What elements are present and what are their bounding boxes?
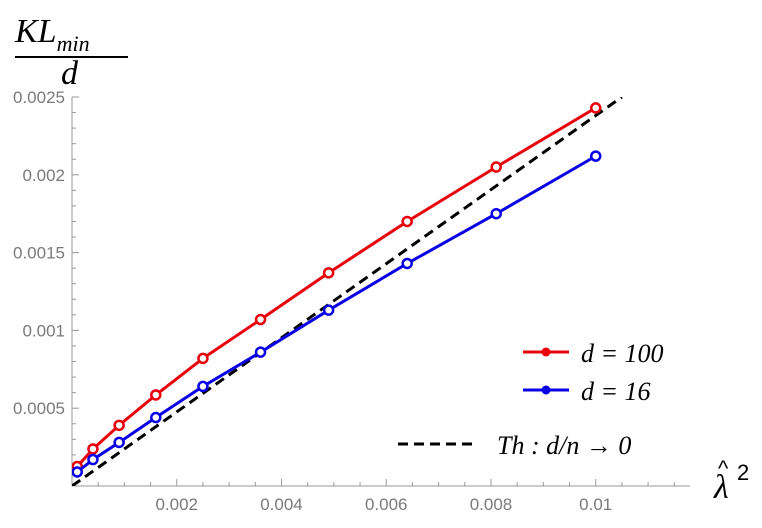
data-point	[490, 161, 502, 173]
series-layer	[72, 97, 623, 486]
legend-marker-d16	[541, 385, 551, 395]
legend-entry-d16: d = 16	[523, 377, 651, 406]
y-axis-label: KLmin d	[14, 13, 128, 92]
data-point	[72, 466, 83, 478]
y-tick-label: 0.001	[22, 321, 65, 340]
y-tick-label: 0.002	[22, 166, 65, 185]
legend-label-d100: d = 100	[581, 339, 664, 368]
x-label-symbol: λ	[713, 469, 729, 506]
data-point	[589, 102, 602, 114]
series-line	[76, 154, 597, 474]
data-point	[589, 150, 602, 162]
x-tick-label: 0.006	[365, 495, 408, 514]
legend-label-d16: d = 16	[581, 377, 651, 406]
legend-entry-theory: Th : d/n → 0	[398, 431, 631, 460]
data-point	[87, 453, 99, 466]
x-ticks: 0.002 0.004 0.006 0.008 0.01	[97, 479, 675, 514]
x-tick-label: 0.004	[260, 495, 303, 514]
series-2	[72, 97, 623, 486]
series-line	[76, 106, 597, 468]
data-point	[254, 313, 267, 326]
data-point	[150, 389, 162, 401]
legend-marker-d100	[541, 347, 551, 357]
data-point	[87, 443, 99, 455]
x-tick-label: 0.002	[155, 495, 198, 514]
data-point	[401, 257, 413, 270]
x-label-hat: ^	[718, 456, 729, 481]
y-label-denominator: d	[61, 55, 79, 92]
x-axis-label: λ ^ 2	[713, 456, 749, 506]
series-0	[72, 102, 602, 473]
y-tick-label: 0.0025	[13, 88, 65, 107]
y-tick-label: 0.0015	[13, 244, 65, 263]
series-1	[72, 150, 602, 478]
x-tick-label: 0.008	[470, 495, 513, 514]
data-point	[113, 436, 125, 449]
data-point	[322, 304, 335, 316]
data-point	[401, 215, 413, 228]
data-point	[254, 346, 267, 358]
legend-entry-d100: d = 100	[523, 339, 664, 368]
data-point	[113, 419, 125, 432]
x-tick-label: 0.01	[579, 495, 612, 514]
series-line	[72, 97, 623, 486]
data-point	[322, 267, 335, 279]
axes	[71, 97, 690, 487]
data-point	[490, 207, 502, 220]
y-ticks: 0.0005 0.001 0.0015 0.002 0.0025	[13, 88, 79, 471]
legend-label-theory: Th : d/n → 0	[497, 431, 631, 460]
x-label-superscript: 2	[737, 460, 749, 485]
data-point	[197, 380, 209, 393]
data-point	[150, 411, 162, 424]
data-point	[197, 352, 209, 365]
legend: d = 100 d = 16 Th : d/n → 0	[398, 339, 664, 460]
y-tick-label: 0.0005	[13, 399, 65, 418]
y-label-numerator: KLmin	[14, 13, 90, 56]
